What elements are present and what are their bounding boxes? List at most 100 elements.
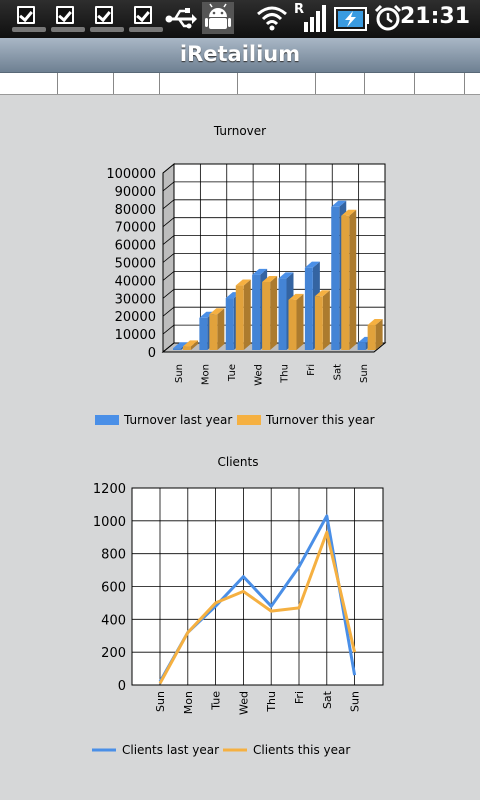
y-tick-label: 200 — [101, 646, 126, 661]
gridline — [162, 163, 175, 174]
x-tick-label: Sat — [321, 690, 334, 709]
alarm-icon — [374, 4, 402, 31]
gridline — [162, 324, 175, 335]
x-tick-label: Thu — [265, 691, 278, 713]
tab-cell[interactable] — [160, 73, 238, 94]
gridline — [162, 199, 175, 210]
legend-label-last-year: Clients last year — [122, 743, 219, 757]
tab-cell[interactable] — [365, 73, 415, 94]
x-tick-label: Mon — [201, 364, 212, 385]
x-tick-label: Sun — [154, 691, 167, 712]
bar-side — [191, 340, 198, 350]
gridline — [162, 235, 175, 245]
gridline — [162, 288, 175, 299]
tab-cell[interactable] — [114, 73, 160, 94]
y-tick-label: 800 — [101, 548, 126, 563]
y-tick-label: 50000 — [115, 257, 156, 272]
y-tick-label: 40000 — [115, 274, 156, 289]
gridline — [162, 217, 175, 228]
bar-top — [278, 272, 294, 279]
x-tick-label: Tue — [210, 691, 223, 711]
legend-swatch-last-year — [95, 415, 119, 425]
legend-swatch-this-year — [237, 415, 261, 425]
bar-side — [375, 318, 383, 350]
legend-label-this-year: Turnover this year — [265, 413, 375, 427]
bar-top — [304, 261, 320, 268]
x-tick-label: Thu — [280, 364, 291, 384]
bar — [357, 342, 366, 350]
y-tick-label: 0 — [118, 679, 126, 694]
bar-top — [331, 200, 347, 207]
tab-cell[interactable] — [58, 73, 114, 94]
chart-title: Clients — [218, 455, 259, 469]
notification-icon[interactable] — [129, 4, 163, 34]
bar — [199, 317, 208, 350]
tab-cell[interactable] — [316, 73, 365, 94]
gridline — [162, 342, 175, 353]
x-tick-label: Mon — [182, 691, 195, 714]
bar-side — [322, 290, 330, 350]
bar-side — [217, 308, 225, 350]
android-debug-icon — [202, 2, 234, 34]
status-bar: R 21:31 — [0, 0, 480, 38]
notification-icon[interactable] — [90, 4, 124, 34]
bar — [304, 267, 313, 350]
x-tick-label: Wed — [253, 364, 264, 386]
usb-icon — [165, 8, 197, 29]
y-tick-label: 60000 — [115, 239, 156, 254]
bar-top — [183, 340, 198, 347]
bar — [331, 206, 340, 350]
x-tick-label: Sun — [174, 364, 185, 383]
tab-cell[interactable] — [238, 73, 316, 94]
notification-icon[interactable] — [12, 4, 46, 34]
y-tick-label: 1000 — [93, 515, 126, 530]
bar-top — [262, 275, 278, 282]
bar-top — [367, 318, 383, 325]
notification-icon[interactable] — [51, 4, 85, 34]
y-tick-label: 30000 — [115, 292, 156, 307]
bar — [225, 298, 234, 350]
bar-top — [235, 279, 251, 286]
bar — [173, 348, 181, 350]
bar-side — [296, 293, 304, 350]
y-tick-label: 600 — [101, 581, 126, 596]
bar-top — [341, 209, 357, 216]
bar-top — [173, 342, 188, 349]
tab-strip[interactable] — [0, 73, 480, 95]
bar — [252, 274, 261, 350]
gridline — [162, 271, 175, 281]
app-title-bar: iRetailium — [0, 38, 480, 73]
bar — [262, 281, 271, 350]
bar-side — [243, 279, 251, 350]
bar — [288, 299, 297, 350]
tab-cell[interactable] — [415, 73, 465, 94]
bar-top — [209, 308, 225, 315]
x-tick-label: Fri — [293, 691, 306, 704]
bar — [209, 314, 218, 350]
roaming-indicator: R — [294, 2, 305, 17]
gridline — [162, 181, 175, 192]
bar — [278, 278, 287, 350]
x-tick-label: Wed — [237, 691, 250, 715]
status-clock: 21:31 — [399, 4, 470, 29]
y-tick-label: 100000 — [106, 167, 156, 182]
x-tick-label: Tue — [227, 364, 238, 382]
y-tick-label: 1200 — [93, 482, 126, 497]
legend-label-last-year: Turnover last year — [123, 413, 232, 427]
x-tick-label: Sun — [359, 364, 370, 383]
clients-chart: Clients 0 200 400 600 800 1000 1200 Sun Mon Tue We… — [92, 455, 384, 757]
tab-cell[interactable] — [0, 73, 58, 94]
y-tick-label: 20000 — [115, 310, 156, 325]
bar — [314, 296, 323, 350]
bar — [183, 346, 191, 350]
series-line — [158, 530, 357, 685]
gridline — [162, 306, 175, 317]
y-tick-label: 10000 — [115, 328, 156, 343]
bar-side — [349, 209, 357, 350]
bar-top — [288, 293, 304, 300]
y-tick-label: 90000 — [115, 185, 156, 200]
wifi-icon — [257, 6, 287, 31]
app-title: iRetailium — [179, 42, 301, 66]
bar — [341, 215, 350, 350]
y-tick-label: 0 — [148, 346, 156, 361]
